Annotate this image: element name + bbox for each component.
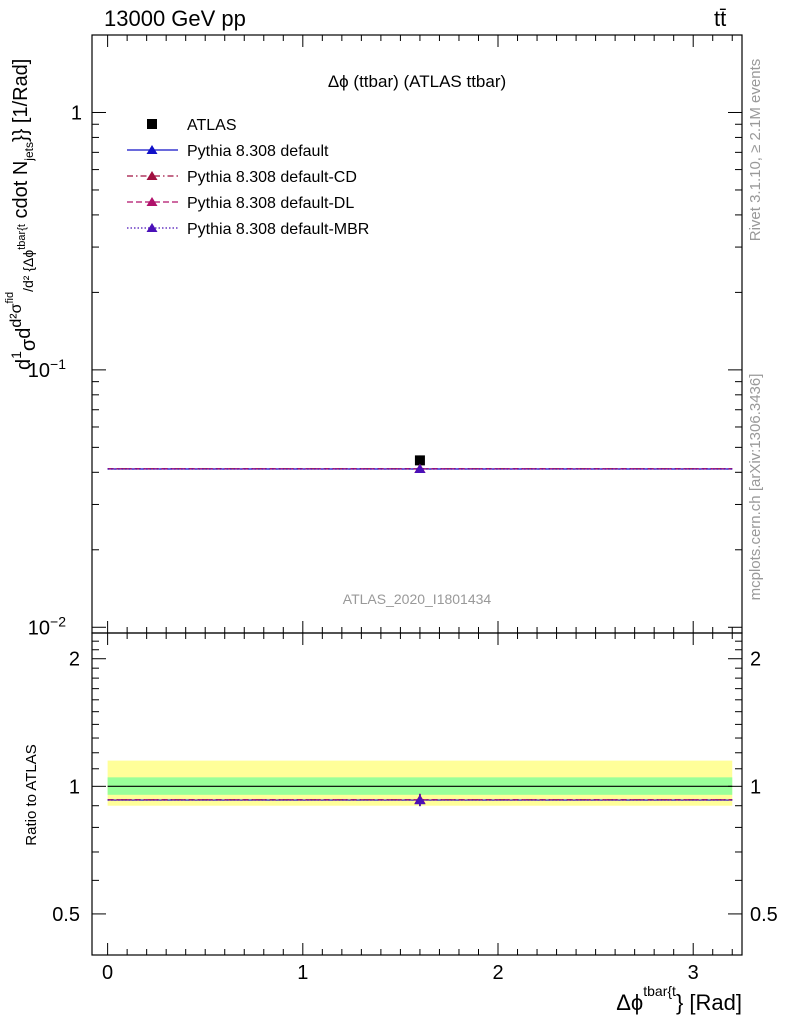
main-y-tick-label: 10−2 [28, 613, 66, 639]
ratio-series-marker-3 [414, 795, 426, 805]
ratio-y-tick-label-right: 1 [750, 776, 761, 798]
ratio-y-tick-label-left: 0.5 [52, 904, 80, 926]
ratio-y-tick-label-left: 1 [69, 776, 80, 798]
legend-marker-0 [147, 119, 157, 129]
main-y-axis-label: d1σdd²σfid/d² {Δϕtbar{t cdot Njets}} [1/… [4, 59, 40, 370]
x-axis-label: Δϕtbar{t} [Rad] [616, 983, 742, 1015]
x-tick-label: 1 [297, 962, 308, 984]
ratio-y-axis-label: Ratio to ATLAS [23, 744, 40, 845]
chart-title: Δϕ (ttbar) (ATLAS ttbar) [328, 72, 506, 91]
analysis-watermark: ATLAS_2020_I1801434 [343, 591, 492, 607]
header-process-label: tt̄ [714, 6, 727, 31]
legend-label-4: Pythia 8.308 default-MBR [187, 221, 369, 238]
mcplots-label: mcplots.cern.ch [arXiv:1306.3436] [747, 374, 764, 601]
main-y-tick-label: 1 [71, 102, 82, 124]
main-y-tick-label: 10−1 [28, 356, 66, 382]
legend-marker-4 [146, 223, 158, 232]
ratio-y-tick-label-right: 0.5 [750, 904, 778, 926]
legend-label-2: Pythia 8.308 default-CD [187, 169, 357, 186]
legend-label-0: ATLAS [187, 117, 237, 134]
legend-label-1: Pythia 8.308 default [187, 143, 329, 160]
ratio-y-tick-label-left: 2 [69, 649, 80, 671]
atlas-data-point [414, 455, 425, 466]
x-tick-label: 0 [102, 962, 113, 984]
rivet-label: Rivet 3.1.10, ≥ 2.1M events [747, 59, 764, 242]
main-y-axis-label-text: d1σdd²σfid/d² {Δϕtbar{t cdot Njets}} [1/… [4, 59, 40, 370]
header-energy-label: 13000 GeV pp [104, 6, 246, 31]
legend-marker-1 [146, 145, 158, 154]
ratio-y-tick-label-right: 2 [750, 649, 761, 671]
ratio-panel-frame [91, 632, 743, 956]
legend-label-3: Pythia 8.308 default-DL [187, 195, 354, 212]
main-series-marker-4 [414, 463, 426, 473]
x-tick-label: 2 [492, 962, 503, 984]
legend-marker-2 [146, 171, 158, 180]
x-tick-label: 3 [688, 962, 699, 984]
legend-marker-3 [146, 197, 158, 206]
